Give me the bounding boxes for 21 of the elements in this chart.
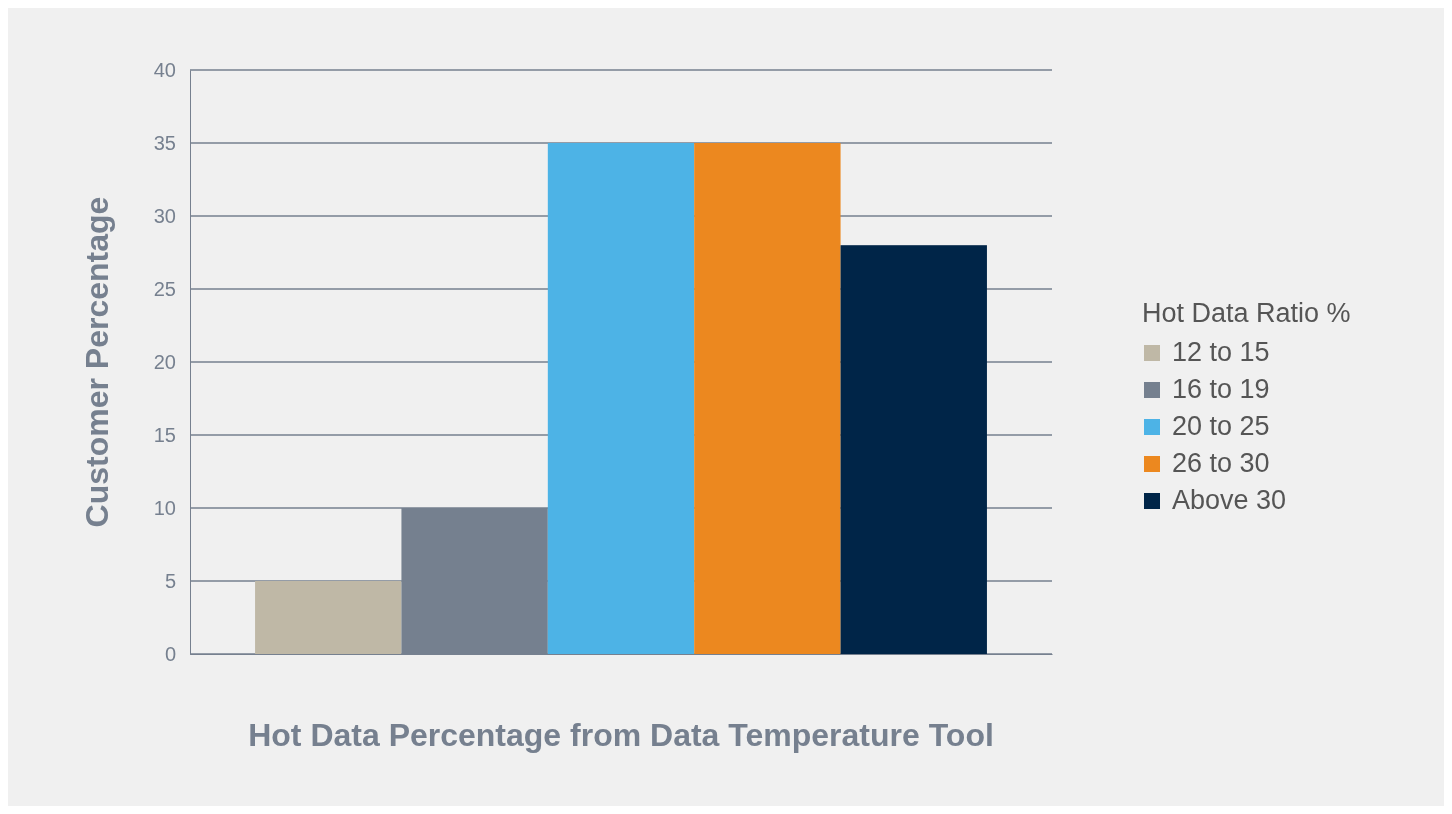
x-axis-title: Hot Data Percentage from Data Temperature Tool [248, 717, 994, 753]
bar [694, 143, 841, 654]
bar [547, 143, 695, 654]
y-tick-label: 20 [153, 350, 176, 373]
bar [255, 581, 402, 654]
y-tick-label: 5 [164, 569, 176, 592]
y-axis-title: Customer Percentage [79, 196, 115, 528]
y-tick-label: 15 [153, 423, 176, 446]
legend-title: Hot Data Ratio % [1142, 298, 1351, 328]
y-tick-label: 25 [153, 277, 176, 300]
y-tick-label: 0 [164, 642, 176, 665]
legend-label: 12 to 15 [1172, 337, 1270, 367]
bar [840, 245, 987, 654]
legend-label: 20 to 25 [1172, 411, 1270, 441]
legend-label: 26 to 30 [1172, 448, 1270, 478]
y-tick-label: 35 [153, 131, 176, 154]
y-tick-label: 10 [153, 496, 176, 519]
y-tick-label: 30 [153, 204, 176, 227]
legend-label: Above 30 [1172, 485, 1287, 515]
y-tick-label: 40 [153, 58, 176, 81]
legend-label: 16 to 19 [1172, 374, 1270, 404]
